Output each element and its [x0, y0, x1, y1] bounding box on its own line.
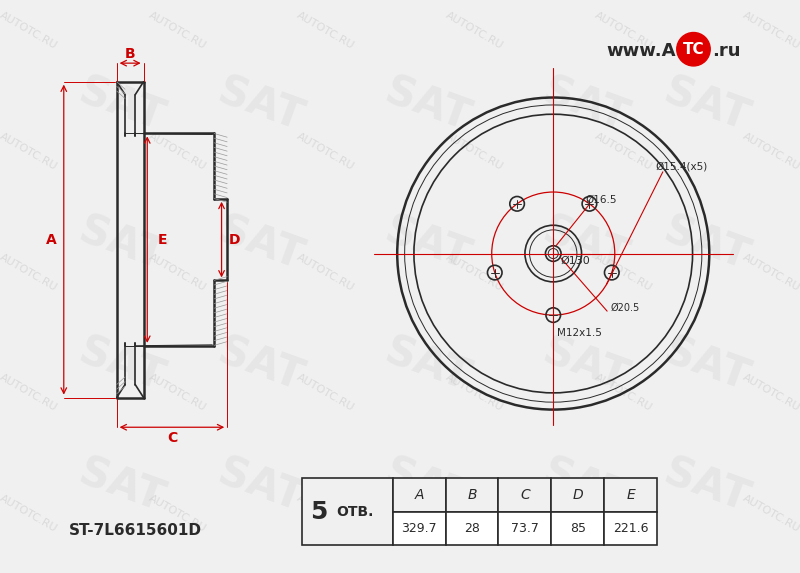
- Text: AUTOTC.RU: AUTOTC.RU: [0, 493, 59, 534]
- Text: AUTOTC.RU: AUTOTC.RU: [593, 372, 654, 413]
- Text: C: C: [520, 488, 530, 502]
- FancyBboxPatch shape: [551, 512, 604, 545]
- Text: AUTOTC.RU: AUTOTC.RU: [146, 493, 207, 534]
- Text: AUTOTC.RU: AUTOTC.RU: [146, 131, 207, 172]
- Text: 28: 28: [464, 522, 480, 535]
- Text: 329.7: 329.7: [402, 522, 437, 535]
- Text: AUTOTC.RU: AUTOTC.RU: [295, 372, 356, 413]
- FancyBboxPatch shape: [551, 478, 604, 512]
- Text: SAT: SAT: [658, 451, 754, 520]
- Text: SAT: SAT: [212, 330, 309, 400]
- Text: SAT: SAT: [73, 70, 170, 140]
- Text: SAT: SAT: [379, 330, 476, 400]
- Text: AUTOTC.RU: AUTOTC.RU: [741, 372, 800, 413]
- Text: SAT: SAT: [212, 451, 309, 520]
- Text: C: C: [166, 431, 177, 445]
- Text: 85: 85: [570, 522, 586, 535]
- Text: AUTOTC.RU: AUTOTC.RU: [0, 372, 59, 413]
- Text: .ru: .ru: [712, 42, 741, 60]
- Text: ST-7L6615601D: ST-7L6615601D: [69, 523, 202, 538]
- Text: SAT: SAT: [379, 210, 476, 279]
- Text: TC: TC: [682, 42, 704, 57]
- Text: AUTOTC.RU: AUTOTC.RU: [146, 372, 207, 413]
- Text: AUTOTC.RU: AUTOTC.RU: [0, 252, 59, 293]
- FancyBboxPatch shape: [604, 512, 658, 545]
- Text: SAT: SAT: [212, 210, 309, 279]
- Text: ОТВ.: ОТВ.: [337, 505, 374, 519]
- Text: SAT: SAT: [658, 330, 754, 400]
- Text: AUTOTC.RU: AUTOTC.RU: [741, 131, 800, 172]
- FancyBboxPatch shape: [446, 512, 498, 545]
- FancyBboxPatch shape: [446, 478, 498, 512]
- Text: SAT: SAT: [73, 210, 170, 279]
- FancyBboxPatch shape: [393, 512, 446, 545]
- Text: AUTOTC.RU: AUTOTC.RU: [593, 10, 654, 51]
- Text: Ø20.5: Ø20.5: [611, 303, 640, 312]
- Text: AUTOTC.RU: AUTOTC.RU: [444, 372, 505, 413]
- Text: AUTOTC.RU: AUTOTC.RU: [444, 10, 505, 51]
- Text: AUTOTC.RU: AUTOTC.RU: [741, 10, 800, 51]
- Text: SAT: SAT: [658, 70, 754, 140]
- Text: SAT: SAT: [379, 451, 476, 520]
- FancyBboxPatch shape: [498, 512, 551, 545]
- Text: D: D: [573, 488, 583, 502]
- Text: SAT: SAT: [538, 210, 634, 279]
- Text: E: E: [626, 488, 635, 502]
- Text: SAT: SAT: [212, 70, 309, 140]
- Text: D: D: [229, 233, 240, 246]
- Text: 73.7: 73.7: [511, 522, 539, 535]
- Text: www.Auto: www.Auto: [606, 42, 710, 60]
- Text: SAT: SAT: [73, 451, 170, 520]
- Text: B: B: [125, 47, 135, 61]
- Text: AUTOTC.RU: AUTOTC.RU: [741, 252, 800, 293]
- Text: Ø130: Ø130: [561, 256, 590, 266]
- Text: AUTOTC.RU: AUTOTC.RU: [444, 131, 505, 172]
- Text: SAT: SAT: [538, 451, 634, 520]
- Text: SAT: SAT: [538, 70, 634, 140]
- FancyBboxPatch shape: [604, 478, 658, 512]
- Text: AUTOTC.RU: AUTOTC.RU: [0, 10, 59, 51]
- Text: AUTOTC.RU: AUTOTC.RU: [295, 131, 356, 172]
- Text: AUTOTC.RU: AUTOTC.RU: [741, 493, 800, 534]
- FancyBboxPatch shape: [498, 478, 551, 512]
- Text: SAT: SAT: [73, 330, 170, 400]
- Text: AUTOTC.RU: AUTOTC.RU: [146, 252, 207, 293]
- Text: SAT: SAT: [379, 70, 476, 140]
- Text: SAT: SAT: [658, 210, 754, 279]
- Text: AUTOTC.RU: AUTOTC.RU: [444, 252, 505, 293]
- FancyBboxPatch shape: [302, 478, 393, 545]
- Text: B: B: [467, 488, 477, 502]
- Text: AUTOTC.RU: AUTOTC.RU: [593, 131, 654, 172]
- Text: AUTOTC.RU: AUTOTC.RU: [146, 10, 207, 51]
- Text: E: E: [158, 233, 167, 246]
- Text: M12x1.5: M12x1.5: [557, 328, 602, 337]
- Text: A: A: [414, 488, 424, 502]
- Text: AUTOTC.RU: AUTOTC.RU: [295, 10, 356, 51]
- Text: AUTOTC.RU: AUTOTC.RU: [444, 493, 505, 534]
- Text: AUTOTC.RU: AUTOTC.RU: [295, 493, 356, 534]
- Text: AUTOTC.RU: AUTOTC.RU: [0, 131, 59, 172]
- Text: 221.6: 221.6: [613, 522, 649, 535]
- Text: AUTOTC.RU: AUTOTC.RU: [593, 252, 654, 293]
- Text: Ø15.4(x5): Ø15.4(x5): [655, 161, 707, 171]
- Text: AUTOTC.RU: AUTOTC.RU: [295, 252, 356, 293]
- Text: Ø16.5: Ø16.5: [586, 195, 618, 205]
- Circle shape: [677, 33, 710, 66]
- Text: AUTOTC.RU: AUTOTC.RU: [593, 493, 654, 534]
- Text: 5: 5: [310, 500, 327, 524]
- FancyBboxPatch shape: [393, 478, 446, 512]
- Text: SAT: SAT: [538, 330, 634, 400]
- Text: A: A: [46, 233, 57, 246]
